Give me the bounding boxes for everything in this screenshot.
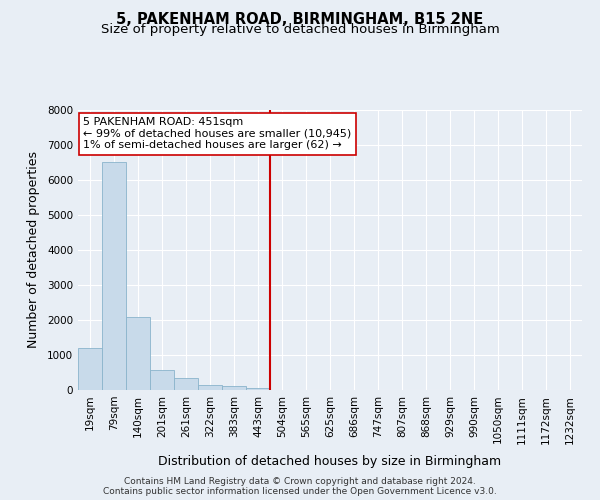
Y-axis label: Number of detached properties: Number of detached properties (27, 152, 40, 348)
Text: 5 PAKENHAM ROAD: 451sqm
← 99% of detached houses are smaller (10,945)
1% of semi: 5 PAKENHAM ROAD: 451sqm ← 99% of detache… (83, 117, 351, 150)
Bar (198, 385, 222, 390)
X-axis label: Distribution of detached houses by size in Birmingham: Distribution of detached houses by size … (158, 454, 502, 468)
Text: Contains public sector information licensed under the Open Government Licence v3: Contains public sector information licen… (103, 488, 497, 496)
Bar (246, 388, 270, 390)
Bar (78, 348, 102, 390)
Text: Size of property relative to detached houses in Birmingham: Size of property relative to detached ho… (101, 22, 499, 36)
Bar (150, 370, 174, 390)
Text: Contains HM Land Registry data © Crown copyright and database right 2024.: Contains HM Land Registry data © Crown c… (124, 478, 476, 486)
Text: 5, PAKENHAM ROAD, BIRMINGHAM, B15 2NE: 5, PAKENHAM ROAD, BIRMINGHAM, B15 2NE (116, 12, 484, 28)
Bar (126, 316, 150, 390)
Bar (174, 378, 198, 390)
Bar (102, 162, 126, 390)
Bar (222, 386, 246, 390)
